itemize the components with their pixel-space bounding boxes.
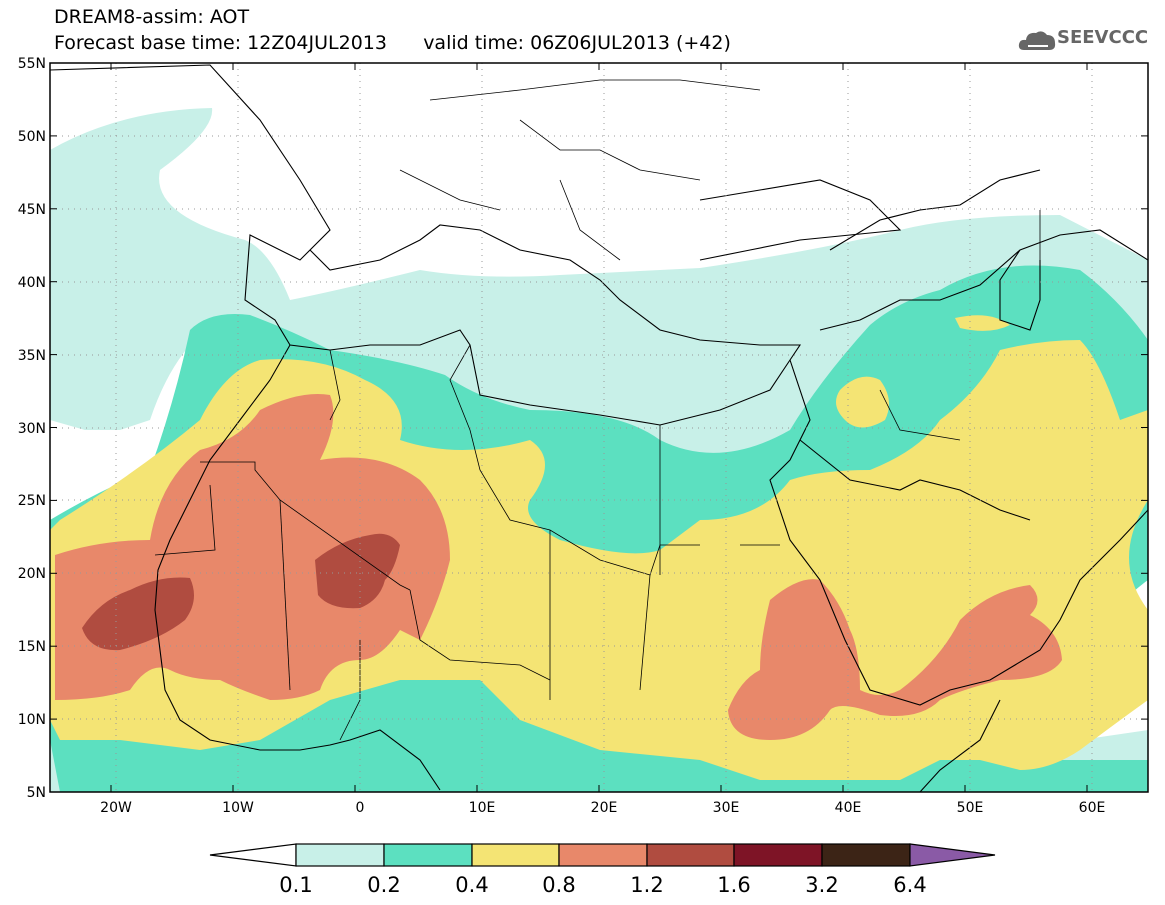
colorbar-bin xyxy=(471,843,560,867)
lon-label: 40E xyxy=(835,800,862,816)
aot-contours xyxy=(50,108,1148,792)
colorbar-under-arrow xyxy=(209,843,297,867)
colorbar-label: 1.6 xyxy=(717,873,750,897)
colorbar xyxy=(209,843,996,867)
lat-label: 5N xyxy=(27,785,46,801)
lat-label: 10N xyxy=(18,712,46,728)
lat-label: 15N xyxy=(18,639,46,655)
lat-label: 25N xyxy=(18,493,46,509)
lon-label: 0 xyxy=(356,800,365,816)
aot-band-1.2-b xyxy=(315,533,400,609)
colorbar-over-arrow xyxy=(909,843,996,867)
aot-band-1.2 xyxy=(82,577,194,651)
lon-label: 20W xyxy=(100,800,132,816)
coastlines xyxy=(50,64,1148,792)
colorbar-bin xyxy=(295,843,385,867)
borders xyxy=(154,79,1041,741)
chart-title: DREAM8-assim: AOT xyxy=(54,6,250,28)
lon-label: 20E xyxy=(591,800,618,816)
colorbar-label: 0.8 xyxy=(542,873,575,897)
colorbar-label: 0.2 xyxy=(367,873,400,897)
colorbar-label: 1.2 xyxy=(630,873,663,897)
forecast-time-line: Forecast base time: 12Z04JUL2013 valid t… xyxy=(54,32,731,54)
lat-labels: 55N 50N 45N 40N 35N 30N 25N 20N 15N 10N … xyxy=(18,56,46,801)
axis-ticks xyxy=(50,62,1148,793)
colorbar-bin xyxy=(646,843,735,867)
lon-label: 50E xyxy=(957,800,984,816)
lat-label: 45N xyxy=(18,202,46,218)
colorbar-bin xyxy=(558,843,648,867)
lon-label: 10W xyxy=(222,800,254,816)
lat-label: 50N xyxy=(18,129,46,145)
lat-label: 20N xyxy=(18,566,46,582)
aot-band-0.4-spot xyxy=(836,376,889,428)
colorbar-label: 3.2 xyxy=(805,873,838,897)
lon-labels: 20W 10W 0 10E 20E 30E 40E 50E 60E xyxy=(100,800,1105,816)
logo-text: SEEVCCC xyxy=(1057,27,1149,48)
colorbar-label: 0.1 xyxy=(279,873,312,897)
lon-label: 10E xyxy=(469,800,496,816)
colorbar-bin xyxy=(733,843,823,867)
aot-band-0.8-east xyxy=(728,579,1062,740)
colorbar-bin xyxy=(821,843,911,867)
colorbar-labels: 0.1 0.2 0.4 0.8 1.2 1.6 3.2 6.4 xyxy=(279,873,926,897)
lon-label: 60E xyxy=(1079,800,1106,816)
colorbar-label: 6.4 xyxy=(893,873,926,897)
colorbar-bin xyxy=(383,843,473,867)
lat-label: 30N xyxy=(18,421,46,437)
aot-band-0.4-spot2 xyxy=(955,315,1010,331)
lon-label: 30E xyxy=(713,800,740,816)
lat-label: 40N xyxy=(18,275,46,291)
cloud-icon xyxy=(1018,31,1056,50)
lat-label: 35N xyxy=(18,348,46,364)
lat-label: 55N xyxy=(18,56,46,72)
colorbar-label: 0.4 xyxy=(455,873,488,897)
